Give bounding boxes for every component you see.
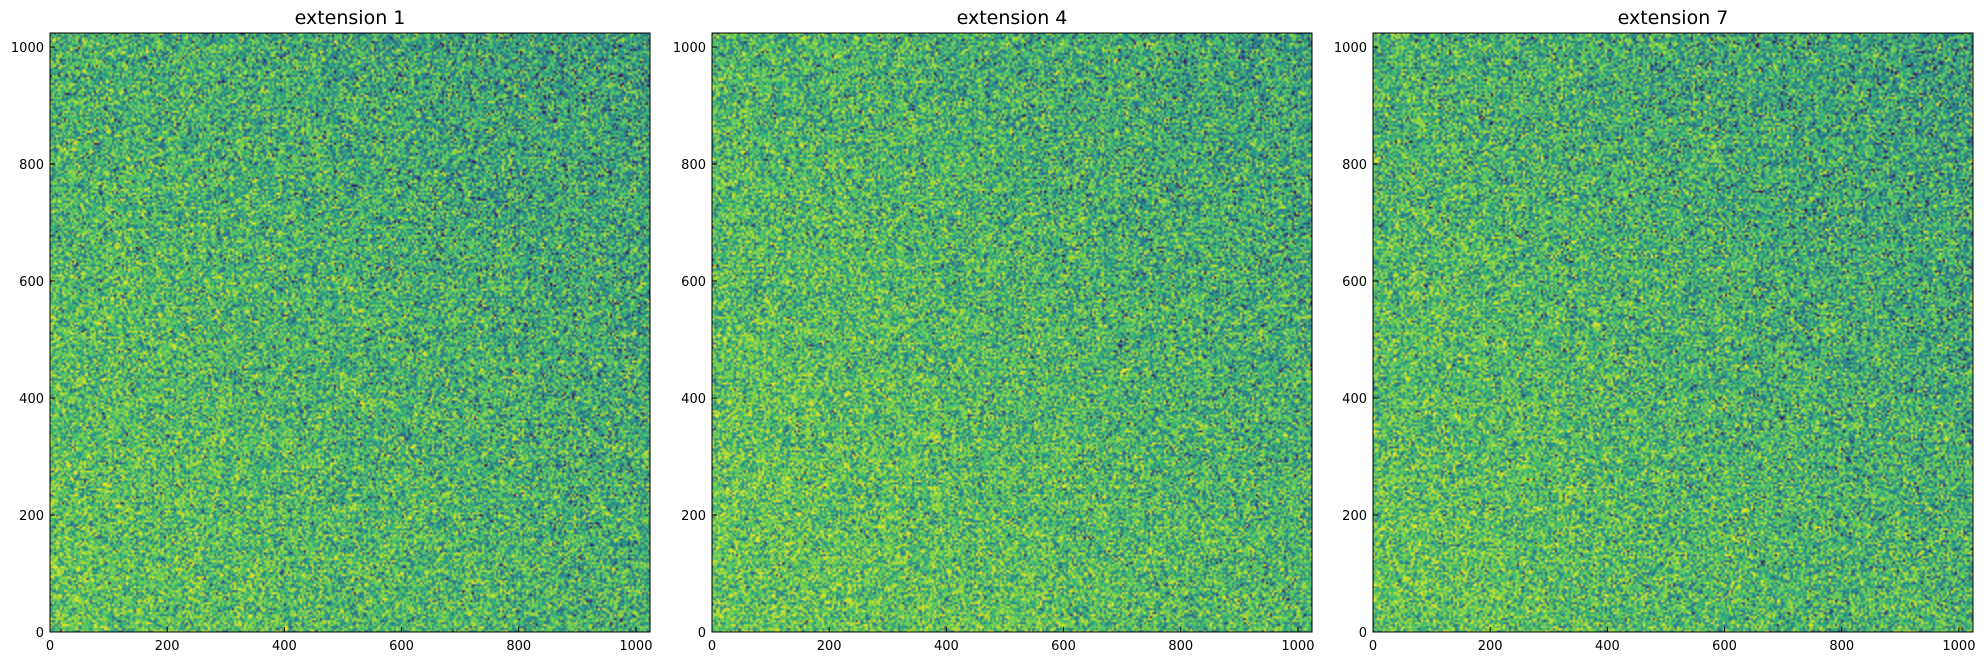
x-tick-label: 0	[708, 639, 716, 654]
x-tick-label: 1000	[1281, 639, 1314, 654]
x-tick-label: 200	[155, 639, 180, 654]
panel-title: extension 4	[957, 7, 1068, 29]
axes-frame	[1372, 32, 1974, 633]
x-tick-label: 1000	[619, 639, 652, 654]
y-tick-label: 800	[19, 158, 44, 173]
heatmap-image	[50, 33, 650, 632]
y-tick-label: 0	[1359, 626, 1367, 641]
y-tick-label: 1000	[673, 41, 706, 56]
x-tick-label: 400	[272, 639, 297, 654]
x-tick-label: 200	[1478, 639, 1503, 654]
x-tick-label: 0	[1369, 639, 1377, 654]
axes-frame	[711, 32, 1313, 633]
y-tick-label: 0	[36, 626, 44, 641]
panel-1: extension 1 0 200 400 600 800 1000 0 200 400 600 80…	[11, 7, 653, 654]
x-tick-label: 600	[1712, 639, 1737, 654]
x-tick-label: 600	[1051, 639, 1076, 654]
y-tick-label: 600	[19, 275, 44, 290]
x-tick-label: 1000	[1942, 639, 1975, 654]
y-tick-label: 600	[681, 275, 706, 290]
x-tick-label: 800	[1168, 639, 1193, 654]
y-tick-label: 200	[19, 509, 44, 524]
panel-title: extension 7	[1618, 7, 1729, 29]
x-tick-label: 400	[934, 639, 959, 654]
y-tick-label: 400	[1342, 392, 1367, 407]
y-tick-label: 800	[681, 158, 706, 173]
panel-3: extension 7 0 200 400 600 800 1000 0 200 400 600 80…	[1334, 7, 1976, 654]
y-tick-label: 400	[19, 392, 44, 407]
y-tick-label: 200	[1342, 509, 1367, 524]
x-tick-label: 800	[1829, 639, 1854, 654]
y-tick-label: 400	[681, 392, 706, 407]
y-tick-label: 0	[698, 626, 706, 641]
x-tick-label: 400	[1595, 639, 1620, 654]
x-tick-label: 200	[817, 639, 842, 654]
heatmap-image	[712, 33, 1312, 632]
y-tick-label: 1000	[1334, 41, 1367, 56]
panel-2: extension 4 0 200 400 600 800 1000 0 200 400 600 80…	[673, 7, 1315, 654]
panel-title: extension 1	[295, 7, 406, 29]
y-tick-label: 1000	[11, 41, 44, 56]
y-tick-label: 600	[1342, 275, 1367, 290]
axes-frame	[49, 32, 651, 633]
y-tick-label: 200	[681, 509, 706, 524]
x-tick-label: 0	[46, 639, 54, 654]
heatmap-image	[1373, 33, 1973, 632]
y-tick-label: 800	[1342, 158, 1367, 173]
x-tick-label: 800	[506, 639, 531, 654]
x-tick-label: 600	[389, 639, 414, 654]
